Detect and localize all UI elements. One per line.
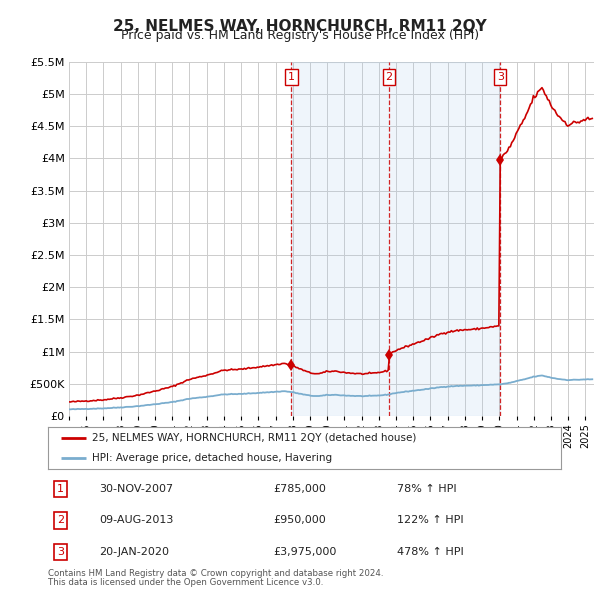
Text: £3,975,000: £3,975,000 xyxy=(274,547,337,557)
Text: HPI: Average price, detached house, Havering: HPI: Average price, detached house, Have… xyxy=(92,453,332,463)
Text: 09-AUG-2013: 09-AUG-2013 xyxy=(100,516,173,526)
Text: 3: 3 xyxy=(497,72,503,82)
Text: 2: 2 xyxy=(385,72,392,82)
Text: 20-JAN-2020: 20-JAN-2020 xyxy=(100,547,169,557)
Text: 122% ↑ HPI: 122% ↑ HPI xyxy=(397,516,463,526)
Text: This data is licensed under the Open Government Licence v3.0.: This data is licensed under the Open Gov… xyxy=(48,578,323,587)
Text: 1: 1 xyxy=(58,484,64,494)
Text: 3: 3 xyxy=(58,547,64,557)
Text: £950,000: £950,000 xyxy=(274,516,326,526)
Text: £785,000: £785,000 xyxy=(274,484,326,494)
Text: 2: 2 xyxy=(57,516,64,526)
Text: Contains HM Land Registry data © Crown copyright and database right 2024.: Contains HM Land Registry data © Crown c… xyxy=(48,569,383,578)
Text: Price paid vs. HM Land Registry's House Price Index (HPI): Price paid vs. HM Land Registry's House … xyxy=(121,30,479,42)
Text: 25, NELMES WAY, HORNCHURCH, RM11 2QY: 25, NELMES WAY, HORNCHURCH, RM11 2QY xyxy=(113,19,487,34)
Text: 25, NELMES WAY, HORNCHURCH, RM11 2QY (detached house): 25, NELMES WAY, HORNCHURCH, RM11 2QY (de… xyxy=(92,432,416,442)
Text: 478% ↑ HPI: 478% ↑ HPI xyxy=(397,547,464,557)
Bar xyxy=(292,62,500,416)
Text: 30-NOV-2007: 30-NOV-2007 xyxy=(100,484,173,494)
Text: 1: 1 xyxy=(288,72,295,82)
Text: 78% ↑ HPI: 78% ↑ HPI xyxy=(397,484,457,494)
